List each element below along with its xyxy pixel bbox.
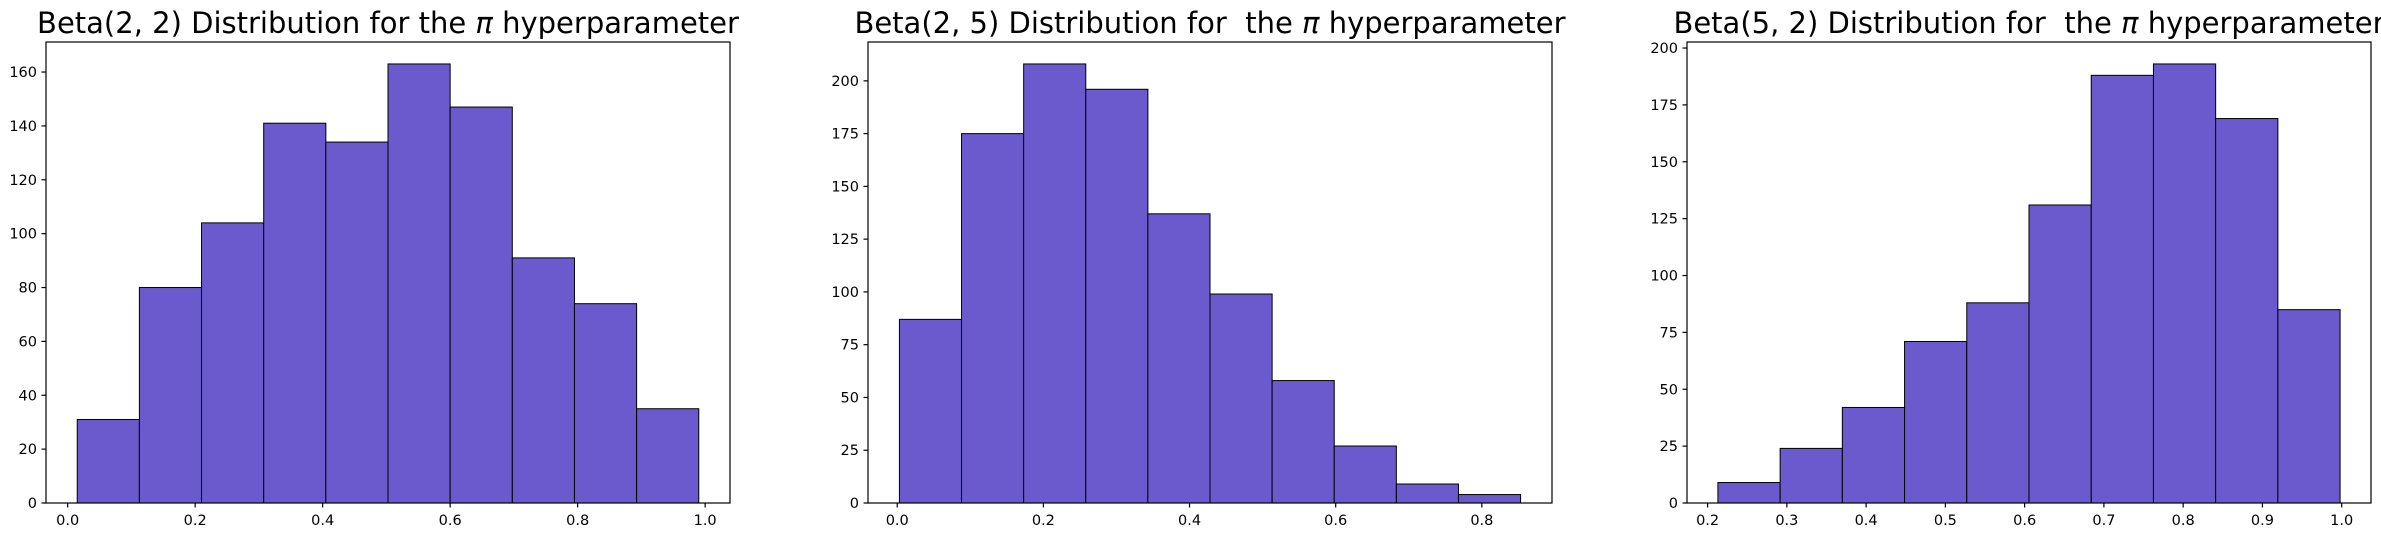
histogram-bar (573, 303, 638, 504)
y-tick-label: 150 (831, 179, 859, 195)
histogram-bar (1779, 447, 1843, 504)
histogram-bar (2152, 63, 2217, 504)
histogram-bar (263, 122, 327, 504)
histogram-bar (1023, 63, 1087, 504)
subplot-beta-2-5: 0.0 0.2 0.4 0.6 0.8 0 25 50 75 100 125 150 175 200 Bet… (831, 6, 1565, 529)
x-tick-label: 0.2 (1032, 513, 1055, 529)
axes-box (1686, 41, 2372, 504)
histogram-bar (1333, 445, 1397, 504)
y-tick-label: 0 (28, 496, 37, 512)
x-tick-label: 1.0 (2330, 513, 2353, 529)
x-tick-label: 0.7 (2092, 513, 2115, 529)
y-tick-label: 20 (19, 442, 37, 458)
histogram-bar (2215, 118, 2279, 504)
histogram-bar (2090, 74, 2154, 504)
y-tick-label: 25 (841, 443, 859, 459)
y-tick-label: 0 (850, 496, 859, 512)
x-tick-label: 0.4 (1178, 513, 1201, 529)
y-tick-label: 75 (841, 338, 859, 354)
y-tick-label: 40 (19, 388, 37, 404)
histogram-bar (1457, 494, 1522, 504)
chart-title: Beta(2, 5) Distribution for the π hyperp… (854, 6, 1565, 40)
y-tick-label: 150 (1650, 155, 1678, 171)
y-tick-label: 175 (1650, 98, 1678, 114)
histogram-bar (961, 133, 1025, 504)
x-tick-label: 0.8 (1470, 513, 1493, 529)
histogram-bar (325, 141, 389, 504)
x-tick-label: 0.0 (56, 513, 79, 529)
x-tick-label: 1.0 (694, 513, 717, 529)
histogram-bar (2277, 309, 2341, 504)
y-tick-label: 160 (9, 65, 37, 81)
histogram-bar (1966, 302, 2030, 504)
x-tick-label: 0.6 (439, 513, 462, 529)
histogram-bar (636, 408, 700, 504)
histogram-bar (1904, 340, 1968, 504)
histogram-bar (1209, 293, 1273, 504)
histogram-bar (1717, 482, 1781, 504)
y-tick-label: 50 (841, 390, 859, 406)
histogram-bar (1841, 406, 1906, 504)
histogram-bar (1395, 483, 1459, 504)
subplot-beta-2-2: 0.0 0.2 0.4 0.6 0.8 1.0 0 20 40 60 80 100 120 140 160 B… (9, 6, 739, 529)
chart-title: Beta(2, 2) Distribution for the π hyperp… (37, 6, 739, 40)
x-tick-label: 0.4 (1855, 513, 1878, 529)
y-tick-label: 60 (19, 334, 37, 350)
y-tick-label: 50 (1660, 382, 1678, 398)
x-tick-label: 0.3 (1775, 513, 1798, 529)
histogram-bar (449, 106, 513, 504)
chart-title: Beta(5, 2) Distribution for the π hyperp… (1673, 6, 2381, 40)
histogram-bar (511, 257, 575, 504)
histogram-bar (76, 419, 140, 504)
histogram-bar (387, 63, 451, 504)
x-tick-label: 0.4 (311, 513, 334, 529)
y-tick-label: 75 (1660, 325, 1678, 341)
y-tick-label: 140 (9, 119, 37, 135)
y-tick-label: 200 (831, 74, 859, 90)
subplot-beta-5-2: 0.2 0.3 0.4 0.5 0.6 0.7 0.8 0.9 1.0 0 25 50 75 100 125… (1650, 6, 2381, 529)
y-tick-label: 80 (19, 281, 37, 297)
y-tick-label: 0 (1669, 496, 1678, 512)
y-tick-label: 125 (1650, 212, 1678, 228)
y-tick-label: 100 (831, 285, 859, 301)
x-tick-label: 0.0 (886, 513, 909, 529)
histogram-bar (1085, 88, 1149, 504)
axes-box (45, 41, 731, 504)
axes-box (867, 41, 1553, 504)
x-tick-label: 0.2 (184, 513, 207, 529)
x-tick-label: 0.8 (566, 513, 589, 529)
x-tick-label: 0.5 (1934, 513, 1957, 529)
x-tick-label: 0.6 (1324, 513, 1347, 529)
y-tick-label: 25 (1660, 439, 1678, 455)
y-tick-label: 175 (831, 127, 859, 143)
x-tick-label: 0.8 (2172, 513, 2195, 529)
y-tick-label: 120 (9, 173, 37, 189)
x-tick-label: 0.2 (1696, 513, 1719, 529)
x-tick-label: 0.6 (2013, 513, 2036, 529)
histogram-bar (898, 318, 963, 504)
y-tick-label: 200 (1650, 41, 1678, 57)
y-tick-label: 100 (1650, 269, 1678, 285)
histogram-bar (1271, 380, 1335, 504)
histogram-bar (201, 222, 265, 504)
histogram-bar (2028, 204, 2092, 504)
y-tick-label: 125 (831, 232, 859, 248)
histogram-bar (1147, 213, 1211, 504)
x-tick-label: 0.9 (2251, 513, 2274, 529)
y-tick-label: 100 (9, 227, 37, 243)
histogram-bar (138, 287, 203, 504)
